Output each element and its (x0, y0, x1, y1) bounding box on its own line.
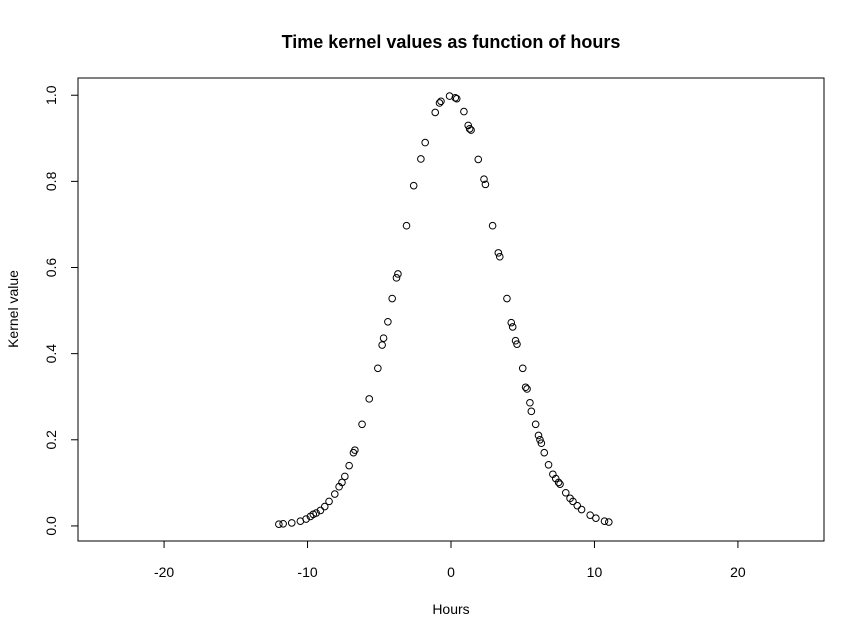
data-point (431, 108, 440, 117)
data-point (374, 364, 382, 373)
data-point (384, 317, 392, 326)
x-tick-label: 0 (447, 564, 455, 580)
data-point (275, 520, 283, 529)
data-point (527, 407, 536, 416)
data-point (465, 125, 474, 133)
data-point (537, 439, 546, 448)
x-tick-label: -20 (154, 564, 174, 580)
data-point (452, 94, 461, 103)
data-point (507, 318, 516, 327)
data-point (508, 323, 517, 331)
data-point (521, 383, 530, 392)
data-point (536, 435, 544, 444)
data-point (526, 398, 534, 407)
x-axis: -20 -10 0 10 20 (154, 540, 746, 580)
data-point (437, 97, 445, 106)
data-point (494, 249, 503, 257)
data-point (518, 364, 527, 373)
data-point (569, 497, 577, 506)
data-point (605, 518, 613, 526)
y-tick-label: 0.0 (43, 516, 59, 536)
data-point (495, 252, 504, 261)
data-point (467, 126, 475, 134)
data-point (451, 94, 460, 102)
data-point (460, 107, 468, 116)
y-tick-label: 0.6 (43, 258, 59, 278)
data-point (513, 340, 521, 348)
data-point (394, 270, 402, 278)
data-point (534, 431, 543, 440)
data-point (511, 336, 520, 345)
data-point (312, 509, 320, 517)
data-point (325, 497, 333, 506)
data-point (316, 506, 325, 515)
x-tick-label: 20 (730, 564, 746, 580)
y-tick-label: 0.2 (43, 430, 59, 450)
data-point (417, 155, 425, 163)
data-point (421, 138, 429, 147)
data-point (320, 502, 329, 511)
data-point (556, 480, 564, 488)
data-point (435, 99, 444, 107)
data-point (474, 155, 483, 164)
data-point (531, 420, 540, 429)
data-point (577, 505, 586, 514)
data-point (600, 517, 609, 525)
data-point (540, 448, 549, 457)
y-tick-label: 1.0 (43, 85, 59, 105)
data-point (392, 274, 401, 282)
data-point (409, 181, 418, 190)
data-point (365, 395, 374, 403)
data-point (488, 221, 497, 230)
data-point (341, 472, 349, 481)
chart-title: Time kernel values as function of hours (282, 32, 621, 52)
data-points (275, 92, 613, 529)
data-point (338, 478, 346, 487)
data-point (388, 294, 396, 303)
data-point (379, 334, 388, 342)
y-tick-label: 0.8 (43, 171, 59, 191)
data-point (279, 519, 287, 528)
data-point (592, 514, 600, 522)
data-point (287, 519, 296, 527)
data-point (554, 478, 563, 487)
data-point (573, 501, 582, 510)
x-tick-label: 10 (587, 564, 603, 580)
data-point (402, 221, 411, 230)
data-point (358, 420, 366, 429)
x-tick-label: -10 (297, 564, 317, 580)
data-point (345, 461, 353, 470)
data-point (330, 490, 339, 498)
data-point (480, 175, 488, 184)
data-point (503, 294, 511, 303)
data-point (481, 180, 490, 189)
data-point (378, 341, 386, 349)
data-point (561, 488, 570, 497)
plot-frame (77, 77, 825, 542)
data-point (302, 515, 310, 523)
y-axis: 0.0 0.2 0.4 0.6 0.8 1.0 (43, 85, 79, 536)
y-axis-label: Kernel value (5, 270, 21, 348)
data-point (351, 446, 359, 454)
x-axis-label: Hours (432, 601, 469, 617)
data-point (544, 460, 553, 469)
data-point (523, 385, 531, 393)
y-tick-label: 0.4 (43, 344, 59, 364)
data-point (586, 511, 594, 519)
